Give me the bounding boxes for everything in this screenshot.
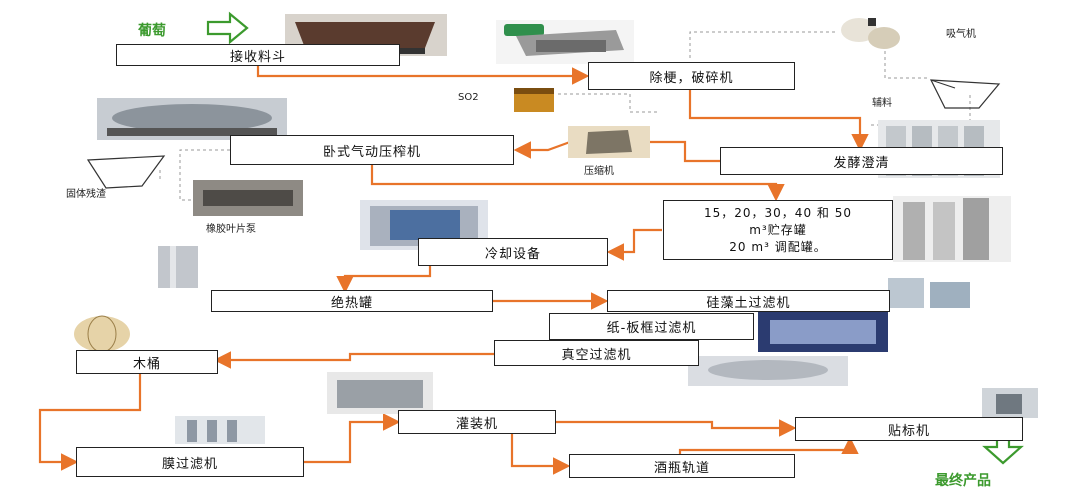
flow-cooling-insulated — [336, 265, 432, 294]
step-plate-frame-filter: 纸-板框过滤机 — [549, 313, 754, 340]
step-pneumatic-press: 卧式气动压榨机 — [230, 135, 514, 165]
so2-machine-icon — [514, 88, 554, 112]
step-receiving-hopper: 接收料斗 — [116, 44, 400, 66]
destemmer-photo-icon — [496, 20, 634, 64]
flow-vacuum-barrel — [213, 351, 494, 369]
ingredient-hopper-icon — [929, 79, 1001, 109]
step-storage-tanks: 15，20，30，40 和 50 m³贮存罐 20 m³ 调配罐。 — [663, 200, 893, 260]
flow-destem-ferment — [688, 90, 869, 152]
step-labeling-machine: 贴标机 — [795, 417, 1023, 441]
dash-destem-gas — [689, 31, 838, 58]
flow-hopper-destem — [256, 66, 590, 85]
label-grape: 葡萄 — [138, 23, 166, 39]
flow-storage-cooling — [606, 228, 662, 261]
pump-photo-icon — [193, 180, 303, 216]
step-diatomite-filter: 硅藻土过滤机 — [607, 290, 890, 312]
filling-photo-icon — [327, 372, 433, 414]
step-cooling-equipment: 冷却设备 — [418, 238, 608, 266]
labeling-photo-icon — [982, 388, 1038, 418]
step-membrane-filter: 膜过滤机 — [76, 447, 304, 477]
label-rubber-pump: 橡胶叶片泵 — [206, 224, 256, 235]
step-wooden-barrel: 木桶 — [76, 350, 218, 374]
final-arrow-icon — [982, 434, 1024, 465]
grape-arrow-icon — [206, 11, 249, 45]
step-vacuum-filter: 真空过滤机 — [494, 340, 699, 366]
diatom-filter-photo-icon — [888, 278, 970, 308]
step-insulated-tank: 绝热罐 — [211, 290, 493, 312]
flow-filling-track — [510, 434, 571, 475]
step-bottle-track: 酒瓶轨道 — [569, 454, 795, 478]
insulated-tank-photo-icon — [158, 246, 198, 288]
label-solid-residue: 固体残渣 — [66, 189, 106, 200]
plate-filter-photo-icon — [758, 312, 888, 352]
compressor-photo-icon — [568, 126, 650, 158]
label-ingredients: 辅料 — [872, 98, 892, 109]
flow-membrane-filling — [304, 413, 401, 464]
storage-tanks-icon — [893, 196, 1011, 262]
gas-machine-photo-icon — [841, 18, 900, 49]
step-destemmer-crusher: 除梗，破碎机 — [588, 62, 795, 90]
label-final-product: 最终产品 — [935, 473, 991, 489]
dash-press-pump — [179, 149, 230, 201]
press-photo-icon — [97, 98, 287, 140]
step-fermentation-clarification: 发酵澄清 — [720, 147, 1003, 175]
step-filling-machine: 灌装机 — [398, 410, 556, 434]
membrane-filter-photo-icon — [175, 416, 265, 444]
label-so2: SO2 — [458, 92, 479, 103]
barrel-photo-icon — [74, 315, 130, 353]
flow-ferment-compressor — [650, 140, 720, 163]
solids-hopper-icon — [86, 155, 166, 189]
flow-filling-labeling — [556, 419, 797, 437]
flow-compressor-press — [513, 140, 571, 159]
flow-press-storage — [370, 165, 785, 202]
dash-so2 — [558, 93, 660, 113]
label-compressor: 压缩机 — [584, 166, 614, 177]
flow-barrel-membrane — [38, 374, 142, 471]
dash-gas-ingredients — [884, 45, 930, 79]
label-gas-machine: 吸气机 — [946, 29, 976, 40]
vacuum-filter-photo-icon — [688, 356, 848, 386]
